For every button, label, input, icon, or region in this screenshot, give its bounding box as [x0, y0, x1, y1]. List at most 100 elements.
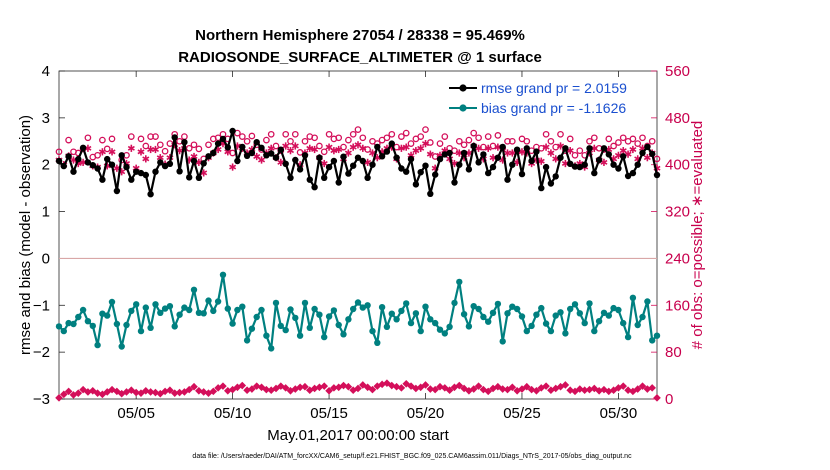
bias-point [108, 298, 116, 306]
evaluated-count-marker-stroke [484, 145, 492, 151]
evaluated-count-marker [127, 144, 135, 152]
bias-point [407, 319, 415, 327]
low-count-marker [571, 387, 579, 396]
evaluated-count-marker [629, 145, 637, 154]
y-right-tick-label: 560 [665, 63, 690, 80]
possible-count-marker [441, 133, 449, 140]
bias-point [441, 330, 448, 337]
bias-point [432, 319, 439, 327]
rmse-point [268, 150, 275, 157]
bias-point [345, 316, 352, 323]
rmse-point [239, 143, 246, 151]
bias-point [195, 309, 203, 316]
bias-point [118, 343, 125, 350]
bias-point [446, 323, 453, 330]
rmse-point [369, 161, 376, 168]
legend: rmse grand pr = 2.0159 bias grand pr = -… [449, 80, 627, 116]
rmse-point [649, 150, 656, 158]
possible-count-marker [142, 142, 150, 150]
rmse-point [287, 174, 294, 181]
rmse-point [89, 162, 97, 169]
rmse-point [378, 153, 386, 160]
low-count-marker [151, 388, 160, 397]
possible-count-marker [484, 133, 492, 140]
bias-point [388, 310, 395, 317]
rmse-point [84, 159, 92, 166]
possible-count-marker [152, 133, 159, 140]
low-count-marker [93, 389, 102, 397]
possible-count-marker [287, 137, 294, 145]
low-count-marker [402, 379, 411, 388]
evaluated-count-marker-stroke [335, 146, 343, 152]
evaluated-count-marker-stroke [282, 143, 290, 149]
possible-count-marker [243, 137, 251, 145]
y-tick-label: −1 [33, 297, 50, 314]
rmse-point [350, 162, 357, 169]
low-count-marker [532, 387, 541, 395]
tick-labels: 05/05 05/10 05/15 05/20 05/25 05/30 −3 −2 −1 0 1 2 3… [33, 63, 690, 422]
rmse-point [562, 145, 569, 152]
low-count-marker [281, 384, 290, 392]
rmse-point [210, 149, 217, 157]
bias-point [133, 301, 140, 308]
rmse-point [470, 142, 477, 150]
low-count-marker [296, 383, 304, 392]
low-count-marker [445, 386, 454, 395]
low-count-marker [64, 387, 73, 396]
bias-point [316, 311, 323, 318]
rmse-point [325, 163, 333, 171]
possible-count-marker [345, 136, 352, 144]
low-count-marker [638, 382, 647, 390]
rmse-point [644, 143, 651, 151]
rmse-point [292, 156, 299, 164]
low-count-marker [103, 388, 112, 396]
possible-count-marker [190, 141, 198, 149]
evaluated-count-marker-stroke [402, 144, 410, 150]
bias-point [523, 327, 530, 335]
low-count-marker [156, 389, 165, 398]
rmse-point [388, 140, 395, 147]
rmse-point [552, 173, 559, 180]
bias-point [214, 298, 222, 305]
low-count-marker [498, 385, 507, 393]
rmse-point [118, 152, 125, 159]
possible-count-marker [316, 142, 323, 150]
bias-point [639, 313, 646, 321]
bias-point [460, 311, 468, 318]
legend-box [442, 77, 650, 119]
evaluated-count-marker [108, 148, 116, 156]
bias-point [205, 297, 212, 304]
bias-point [176, 311, 183, 318]
y-right-axis-label: # of obs: o=possible; ∗=evaluated [689, 121, 706, 350]
evaluated-count-marker-stroke [629, 146, 637, 152]
possible-count-marker [301, 137, 309, 145]
legend-rmse-label: rmse grand pr = 2.0159 [481, 80, 627, 96]
rmse-point [412, 181, 420, 188]
low-count-marker [117, 389, 126, 398]
bias-point [128, 307, 135, 315]
possible-count-marker [547, 137, 555, 145]
rmse-point [586, 145, 593, 152]
possible-count-marker [629, 135, 637, 143]
possible-count-marker [455, 137, 463, 145]
low-count-marker [354, 384, 362, 393]
plot-area [58, 70, 658, 400]
evaluated-count-marker [547, 149, 555, 157]
rmse-point [489, 163, 497, 171]
bias-point [200, 310, 207, 317]
possible-count-marker [475, 134, 482, 142]
bias-point [383, 323, 391, 330]
low-count-marker [363, 383, 372, 392]
bias-point [234, 306, 241, 314]
rmse-point [296, 166, 304, 173]
low-count-marker [286, 387, 295, 395]
bias-point [243, 337, 251, 344]
bias-point [330, 307, 338, 314]
bias-point [65, 319, 72, 327]
low-count-marker [527, 385, 536, 394]
evaluated-count-marker-stroke [98, 149, 106, 155]
evaluated-count-marker-stroke [624, 151, 632, 157]
low-count-marker [344, 382, 353, 391]
rmse-point [60, 162, 67, 170]
data-file-footer: data file: /Users/raeder/DAI/ATM_forcXX/… [192, 453, 632, 460]
